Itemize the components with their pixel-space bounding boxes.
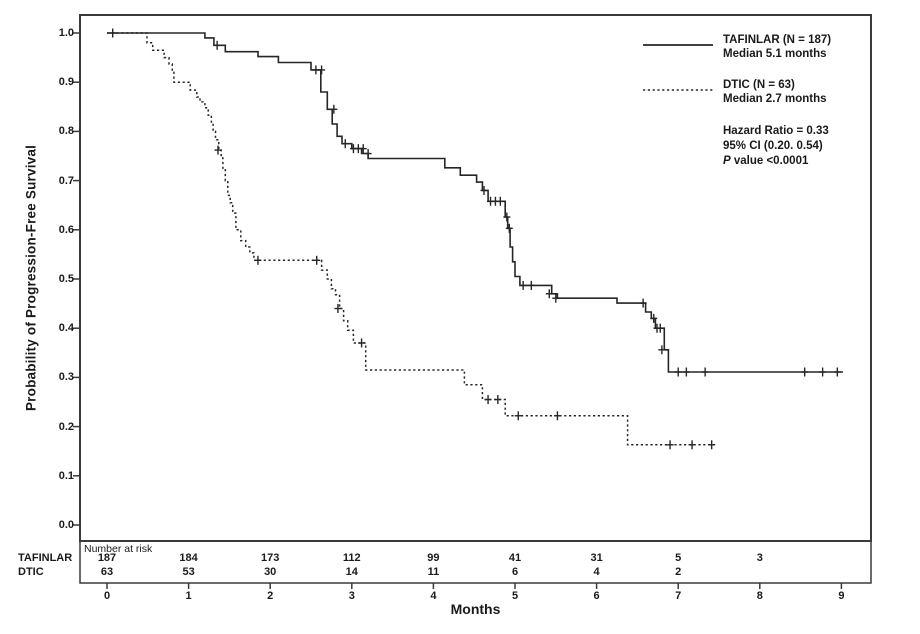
x-tick-label: 8 — [756, 590, 763, 602]
p-value-prefix: P — [723, 155, 731, 167]
p-value-text: P value <0.0001 — [723, 154, 808, 168]
y-tick-label: 0.7 — [58, 174, 74, 187]
risk-count-tafinlar: 99 — [427, 552, 440, 564]
y-axis-title: Probability of Progression-Free Survival — [23, 144, 39, 412]
legend-dtic-median: Median 2.7 months — [723, 93, 827, 105]
x-tick-label: 2 — [267, 590, 274, 602]
legend-tafinlar-median: Median 5.1 months — [723, 48, 827, 60]
risk-count-dtic: 53 — [182, 566, 195, 578]
km-curve-dtic — [107, 32, 715, 446]
x-tick-label: 4 — [430, 590, 437, 602]
x-tick-label: 1 — [185, 590, 192, 602]
x-tick-label: 6 — [593, 590, 600, 602]
risk-count-tafinlar: 187 — [97, 552, 117, 564]
km-curve-tafinlar — [107, 32, 843, 373]
hazard-ratio-text: Hazard Ratio = 0.33 — [723, 125, 829, 137]
risk-row-label-dtic: DTIC — [18, 566, 44, 578]
risk-count-tafinlar: 31 — [590, 552, 603, 564]
x-tick-label: 0 — [103, 590, 111, 602]
confidence-interval-text: 95% CI (0.20. 0.54) — [723, 140, 823, 152]
y-tick-label: 0.0 — [58, 519, 74, 531]
y-tick-label: 0.2 — [58, 420, 74, 433]
x-tick-label: 9 — [838, 590, 845, 602]
y-tick-label: 0.8 — [58, 125, 74, 138]
x-tick-label: 3 — [348, 590, 355, 602]
risk-count-tafinlar: 112 — [342, 552, 361, 564]
risk-row-label-tafinlar: TAFINLAR — [18, 552, 73, 564]
risk-count-dtic: 6 — [511, 566, 519, 578]
x-axis-title: Months — [450, 601, 501, 617]
p-value-rest: value <0.0001 — [730, 155, 809, 167]
risk-count-tafinlar: 3 — [756, 552, 763, 564]
y-tick-label: 0.5 — [58, 273, 74, 285]
risk-count-dtic: 63 — [100, 566, 114, 578]
risk-count-dtic: 2 — [675, 566, 682, 578]
risk-count-dtic: 4 — [593, 566, 600, 578]
legend-tafinlar-label: TAFINLAR (N = 187) — [723, 34, 832, 46]
legend-dtic-label: DTIC (N = 63) — [723, 79, 795, 91]
y-tick-label: 1.0 — [58, 27, 74, 39]
risk-table-frame — [79, 540, 872, 584]
risk-count-dtic: 30 — [264, 566, 277, 578]
y-tick-label: 0.6 — [58, 223, 74, 236]
x-tick-label: 5 — [511, 590, 519, 602]
risk-table-header: Number at risk — [84, 543, 153, 555]
y-tick-label: 0.4 — [58, 322, 74, 335]
x-tick-label: 7 — [675, 590, 682, 602]
risk-count-tafinlar: 5 — [675, 552, 682, 564]
risk-count-tafinlar: 41 — [508, 552, 522, 564]
y-tick-label: 0.9 — [58, 76, 74, 89]
y-tick-label: 0.3 — [58, 371, 74, 384]
risk-count-tafinlar: 173 — [261, 552, 280, 564]
risk-count-tafinlar: 184 — [179, 552, 198, 564]
y-tick-label: 0.1 — [58, 469, 74, 482]
risk-count-dtic: 11 — [427, 566, 440, 578]
risk-count-dtic: 14 — [345, 566, 358, 578]
